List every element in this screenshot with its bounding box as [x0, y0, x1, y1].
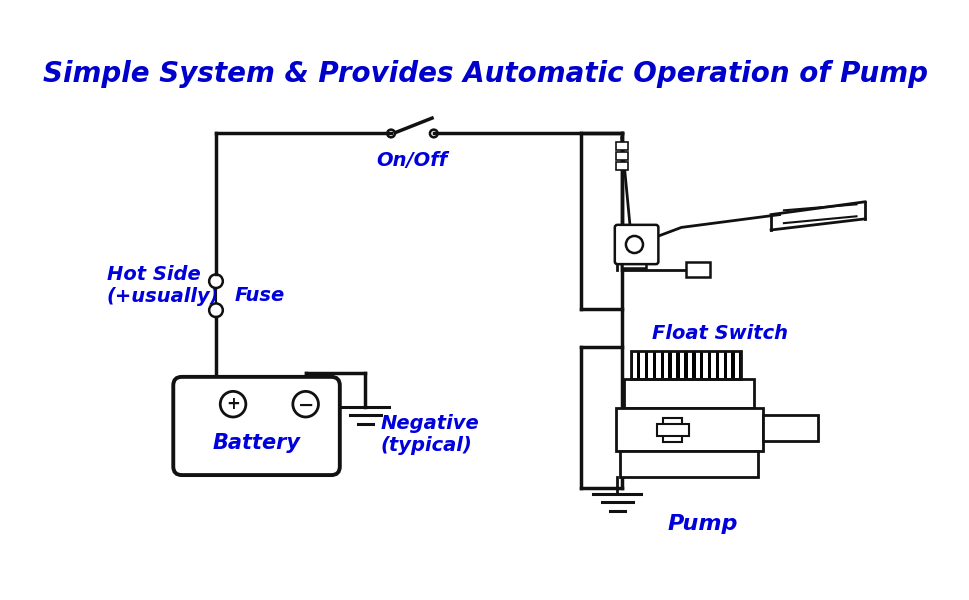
Text: −: − [297, 395, 314, 415]
Bar [664, 352, 668, 378]
Text: Simple System & Provides Automatic Operation of Pump: Simple System & Provides Automatic Opera… [43, 59, 926, 88]
Bar [679, 352, 683, 378]
Text: Hot Side
(+usually): Hot Side (+usually) [107, 265, 219, 306]
Bar [727, 352, 731, 378]
Bar [631, 351, 740, 379]
Text: On/Off: On/Off [376, 151, 448, 170]
Bar [615, 409, 762, 451]
Bar [687, 352, 691, 378]
Bar [672, 352, 675, 378]
Bar [624, 379, 753, 409]
Bar [710, 352, 715, 378]
Bar [703, 352, 707, 378]
Text: Fuse: Fuse [234, 286, 285, 305]
Bar [685, 262, 709, 277]
Text: Float Switch: Float Switch [651, 324, 787, 343]
Bar [615, 163, 627, 170]
Text: Negative
(typical): Negative (typical) [381, 413, 479, 455]
Bar [718, 352, 723, 378]
Bar [640, 352, 644, 378]
Bar [695, 352, 700, 378]
Bar [632, 352, 637, 378]
Bar [656, 424, 688, 436]
Bar [656, 352, 660, 378]
Bar [615, 152, 627, 160]
Text: +: + [226, 395, 239, 413]
Text: Battery: Battery [212, 433, 300, 454]
Text: Pump: Pump [667, 514, 737, 534]
Bar [663, 418, 681, 442]
Bar [619, 451, 758, 477]
Bar [735, 352, 738, 378]
Bar [631, 351, 740, 379]
Bar [621, 253, 645, 268]
Bar [615, 142, 627, 149]
FancyBboxPatch shape [173, 377, 339, 475]
Bar [647, 352, 652, 378]
FancyBboxPatch shape [614, 225, 658, 264]
Bar [762, 415, 817, 441]
